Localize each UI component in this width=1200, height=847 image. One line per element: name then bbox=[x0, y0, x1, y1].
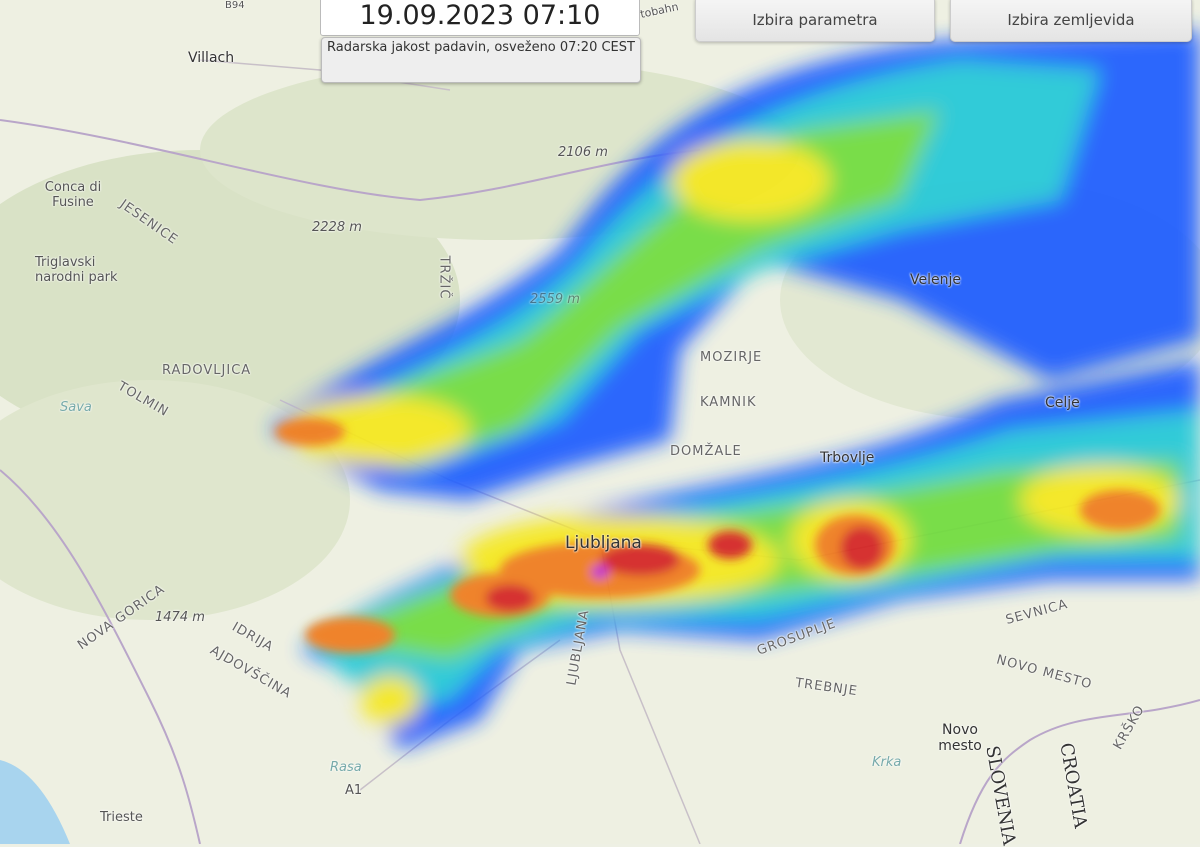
city-label-celje: Celje bbox=[1045, 395, 1080, 411]
timestamp-display: 19.09.2023 07:10 CEST bbox=[320, 0, 640, 69]
select-map-button[interactable]: Izbira zemljevida bbox=[950, 0, 1192, 42]
peak-label: 1474 m bbox=[155, 610, 205, 625]
city-label-villach: Villach bbox=[188, 50, 235, 66]
river-label-krka: Krka bbox=[872, 755, 902, 770]
town-label-kamnik: KAMNIK bbox=[700, 395, 757, 410]
radar-overlay bbox=[270, 30, 1200, 750]
road-label-a1: A1 bbox=[345, 783, 363, 798]
city-label-ljubljana: Ljubljana bbox=[565, 533, 642, 553]
city-label-trbovlje: Trbovlje bbox=[820, 450, 875, 466]
peak-label: 2228 m bbox=[312, 220, 362, 235]
city-label-novo-mesto: Novo mesto bbox=[938, 722, 982, 754]
town-label-mozirje: MOZIRJE bbox=[700, 350, 763, 365]
park-label-triglav: Triglavski narodni park bbox=[35, 255, 118, 285]
river-label-rasa: Rasa bbox=[330, 760, 362, 775]
layer-description: Radarska jakost padavin, osveženo 07:20 … bbox=[321, 37, 641, 83]
town-label-trzic: TRŽIČ bbox=[436, 255, 452, 300]
select-parameter-button[interactable]: Izbira parametra bbox=[695, 0, 935, 42]
river-label-sava: Sava bbox=[60, 400, 92, 415]
place-label-fusine: Conca di Fusine bbox=[44, 180, 102, 210]
city-label-trieste: Trieste bbox=[100, 810, 143, 825]
peak-label: 2559 m bbox=[530, 292, 580, 307]
town-label-radovljica: RADOVLJICA bbox=[162, 363, 252, 378]
city-label-velenje: Velenje bbox=[910, 272, 961, 288]
borders bbox=[0, 119, 1200, 844]
peak-label: 2106 m bbox=[558, 145, 608, 160]
road-label-b94: B94 bbox=[225, 0, 245, 11]
town-label-domzale: DOMŽALE bbox=[670, 444, 742, 459]
